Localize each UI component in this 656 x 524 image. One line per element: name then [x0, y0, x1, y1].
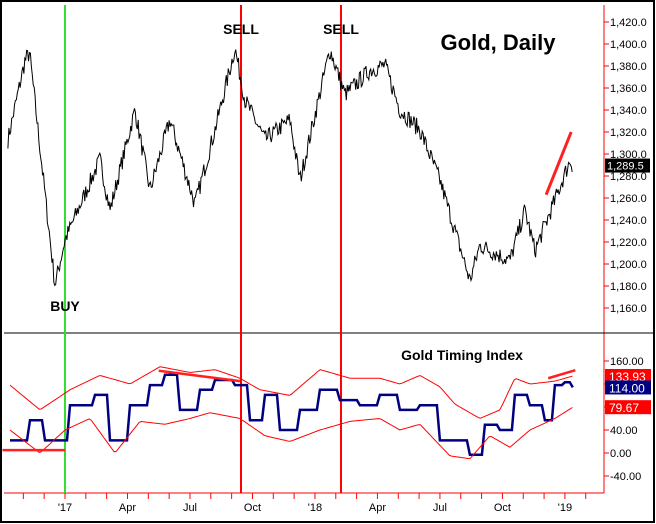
index-value-badge [605, 368, 651, 383]
price-chart-title: Gold, Daily [441, 30, 557, 55]
signal-label-sell: SELL [323, 21, 359, 37]
index-trendline [547, 369, 576, 380]
price-tick-label: 1,360.0 [610, 83, 647, 95]
price-trendline [544, 131, 573, 196]
last-price-label: 1,289.5 [607, 161, 644, 173]
price-tick-label: 1,320.0 [610, 127, 647, 139]
price-tick-label: 1,400.0 [610, 39, 647, 51]
price-tick-label: 1,420.0 [610, 17, 647, 29]
index-tick-label: 160.00 [610, 356, 644, 368]
price-tick-label: 1,260.0 [610, 193, 647, 205]
price-tick-label: 1,240.0 [610, 215, 647, 227]
index-chart-title: Gold Timing Index [401, 347, 523, 363]
signal-label-buy: BUY [50, 298, 80, 314]
price-tick-label: 1,160.0 [610, 303, 647, 315]
price-tick-label: 1,280.0 [610, 171, 647, 183]
price-tick-label: 1,180.0 [610, 281, 647, 293]
date-tick-label: Apr [119, 502, 136, 514]
last-price-badge [605, 158, 650, 173]
price-tick-label: 1,200.0 [610, 259, 647, 271]
index-value-label: 79.67 [609, 401, 639, 415]
date-tick-label: Apr [369, 502, 386, 514]
price-tick-label: 1,340.0 [610, 105, 647, 117]
date-tick-label: '18 [308, 502, 322, 514]
index-tick-label: 40.00 [610, 425, 638, 437]
price-tick-label: 1,220.0 [610, 237, 647, 249]
index-value-badge [605, 400, 651, 415]
price-tick-label: 1,380.0 [610, 61, 647, 73]
index-tick-label: -40.00 [610, 471, 641, 483]
date-tick-label: Oct [244, 502, 261, 514]
upper-band-line [9, 366, 573, 419]
date-tick-label: '17 [58, 502, 72, 514]
date-tick-label: '19 [558, 502, 572, 514]
index-value-label: 114.00 [609, 381, 645, 395]
price-series-line [7, 49, 573, 287]
date-tick-label: Oct [494, 502, 511, 514]
index-tick-label: 0.00 [610, 448, 631, 460]
signal-label-sell: SELL [223, 21, 259, 37]
index-trendline [158, 369, 241, 383]
price-tick-label: 1,300.0 [610, 149, 647, 161]
date-tick-label: Jul [183, 502, 197, 514]
lower-band-line [9, 407, 573, 460]
index-value-badge [605, 380, 651, 395]
date-tick-label: Jul [433, 502, 447, 514]
timing-index-line [9, 373, 574, 456]
